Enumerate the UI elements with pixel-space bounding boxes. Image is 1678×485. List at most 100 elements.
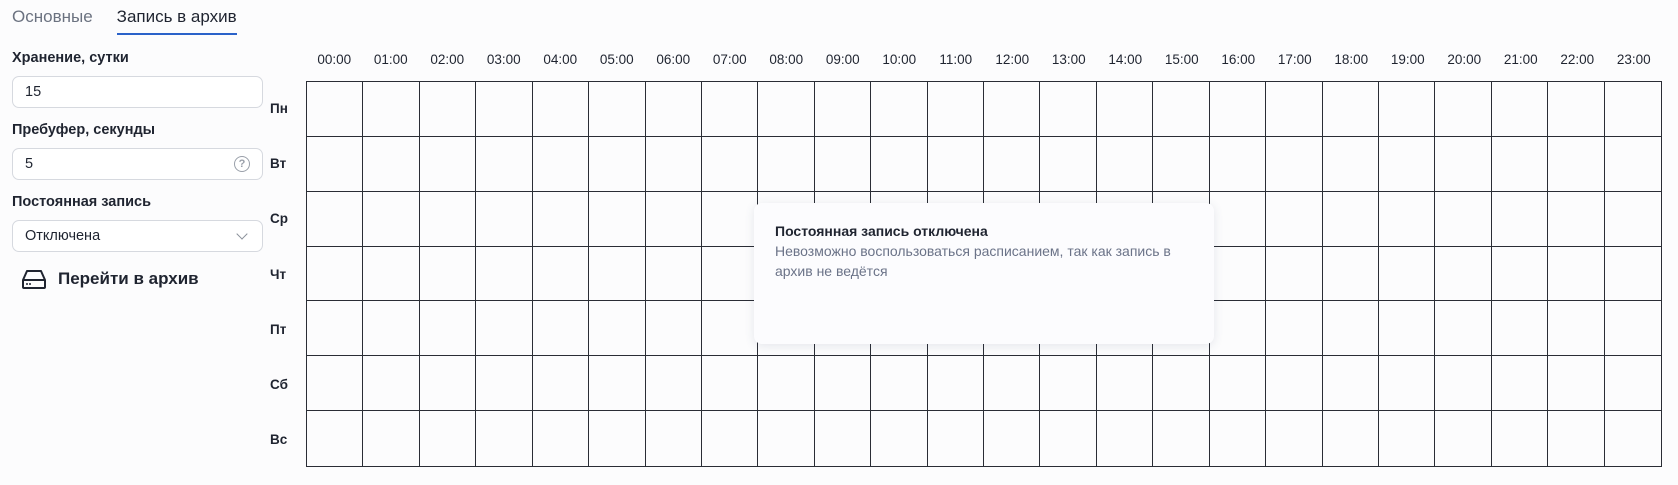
schedule-cell[interactable] xyxy=(645,356,702,412)
schedule-cell[interactable] xyxy=(1266,356,1323,412)
schedule-cell[interactable] xyxy=(701,301,759,357)
schedule-cell[interactable] xyxy=(532,246,590,302)
schedule-cell[interactable] xyxy=(1209,136,1267,192)
schedule-cell[interactable] xyxy=(1210,411,1267,466)
schedule-cell[interactable] xyxy=(1040,411,1097,466)
schedule-cell[interactable] xyxy=(1491,191,1549,247)
schedule-cell[interactable] xyxy=(1266,136,1323,192)
schedule-cell[interactable] xyxy=(307,356,364,412)
schedule-cell[interactable] xyxy=(1548,301,1605,357)
schedule-cell[interactable] xyxy=(419,191,477,247)
schedule-cell[interactable] xyxy=(927,356,984,412)
schedule-cell[interactable] xyxy=(1266,191,1323,247)
schedule-cell[interactable] xyxy=(1209,246,1267,302)
help-circle-icon[interactable]: ? xyxy=(234,156,250,172)
schedule-cell[interactable] xyxy=(1378,246,1436,302)
schedule-cell[interactable] xyxy=(363,301,420,357)
schedule-cell[interactable] xyxy=(1492,411,1549,466)
schedule-cell[interactable] xyxy=(1435,411,1492,466)
schedule-cell[interactable] xyxy=(533,411,590,466)
schedule-cell[interactable] xyxy=(1491,356,1549,412)
schedule-cell[interactable] xyxy=(1209,356,1267,412)
schedule-cell[interactable] xyxy=(1322,136,1379,192)
schedule-cell[interactable] xyxy=(420,411,477,466)
schedule-cell[interactable] xyxy=(1605,411,1661,466)
schedule-cell[interactable] xyxy=(307,301,364,357)
schedule-cell[interactable] xyxy=(1209,82,1267,137)
schedule-cell[interactable] xyxy=(984,411,1041,466)
schedule-cell[interactable] xyxy=(307,411,364,466)
schedule-cell[interactable] xyxy=(476,411,533,466)
tab-basic[interactable]: Основные xyxy=(12,7,93,26)
schedule-cell[interactable] xyxy=(363,246,420,302)
schedule-cell[interactable] xyxy=(1209,191,1267,247)
schedule-cell[interactable] xyxy=(645,246,702,302)
schedule-cell[interactable] xyxy=(1604,247,1661,302)
schedule-cell[interactable] xyxy=(701,356,759,412)
schedule-cell[interactable] xyxy=(589,301,646,357)
schedule-cell[interactable] xyxy=(758,356,815,412)
schedule-cell[interactable] xyxy=(814,356,872,412)
schedule-cell[interactable] xyxy=(1548,82,1605,137)
schedule-cell[interactable] xyxy=(1322,191,1379,247)
schedule-cell[interactable] xyxy=(1097,411,1154,466)
schedule-cell[interactable] xyxy=(1153,356,1210,412)
schedule-cell[interactable] xyxy=(307,136,364,192)
schedule-cell[interactable] xyxy=(476,356,533,412)
schedule-cell[interactable] xyxy=(1378,301,1436,357)
schedule-cell[interactable] xyxy=(1604,356,1661,412)
schedule-cell[interactable] xyxy=(1378,82,1436,137)
schedule-cell[interactable] xyxy=(645,82,702,137)
schedule-cell[interactable] xyxy=(646,411,702,466)
schedule-cell[interactable] xyxy=(1040,136,1097,192)
schedule-cell[interactable] xyxy=(927,136,984,192)
schedule-cell[interactable] xyxy=(1435,301,1492,357)
storage-input[interactable]: 15 xyxy=(12,76,263,108)
schedule-cell[interactable] xyxy=(1378,136,1436,192)
schedule-cell[interactable] xyxy=(1548,136,1605,192)
schedule-cell[interactable] xyxy=(532,191,590,247)
schedule-cell[interactable] xyxy=(307,191,364,247)
schedule-cell[interactable] xyxy=(1266,82,1323,137)
schedule-cell[interactable] xyxy=(1548,246,1605,302)
schedule-cell[interactable] xyxy=(589,246,646,302)
schedule-cell[interactable] xyxy=(1435,82,1492,137)
schedule-cell[interactable] xyxy=(419,136,477,192)
schedule-cell[interactable] xyxy=(1435,246,1492,302)
schedule-cell[interactable] xyxy=(701,82,759,137)
schedule-cell[interactable] xyxy=(532,82,590,137)
schedule-cell[interactable] xyxy=(1322,301,1379,357)
schedule-cell[interactable] xyxy=(701,136,759,192)
schedule-cell[interactable] xyxy=(1604,301,1661,357)
schedule-cell[interactable] xyxy=(1153,82,1210,137)
schedule-cell[interactable] xyxy=(476,82,533,137)
schedule-cell[interactable] xyxy=(758,411,815,466)
schedule-cell[interactable] xyxy=(927,82,984,137)
schedule-cell[interactable] xyxy=(984,136,1041,192)
schedule-cell[interactable] xyxy=(363,82,420,137)
schedule-cell[interactable] xyxy=(1322,246,1379,302)
schedule-cell[interactable] xyxy=(1040,356,1097,412)
schedule-cell[interactable] xyxy=(419,82,477,137)
schedule-cell[interactable] xyxy=(476,136,533,192)
schedule-cell[interactable] xyxy=(532,301,590,357)
schedule-cell[interactable] xyxy=(1491,301,1549,357)
schedule-cell[interactable] xyxy=(871,411,928,466)
schedule-cell[interactable] xyxy=(701,246,759,302)
schedule-cell[interactable] xyxy=(1491,136,1549,192)
schedule-cell[interactable] xyxy=(1153,411,1210,466)
schedule-cell[interactable] xyxy=(589,356,646,412)
schedule-cell[interactable] xyxy=(984,356,1041,412)
schedule-cell[interactable] xyxy=(815,411,872,466)
schedule-cell[interactable] xyxy=(1548,191,1605,247)
schedule-cell[interactable] xyxy=(1323,411,1379,466)
schedule-cell[interactable] xyxy=(419,356,477,412)
schedule-cell[interactable] xyxy=(363,136,420,192)
schedule-cell[interactable] xyxy=(984,82,1041,137)
schedule-cell[interactable] xyxy=(645,136,702,192)
schedule-cell[interactable] xyxy=(1548,411,1605,466)
schedule-cell[interactable] xyxy=(814,136,872,192)
schedule-cell[interactable] xyxy=(1379,411,1436,466)
schedule-cell[interactable] xyxy=(1096,356,1154,412)
schedule-cell[interactable] xyxy=(307,82,364,137)
